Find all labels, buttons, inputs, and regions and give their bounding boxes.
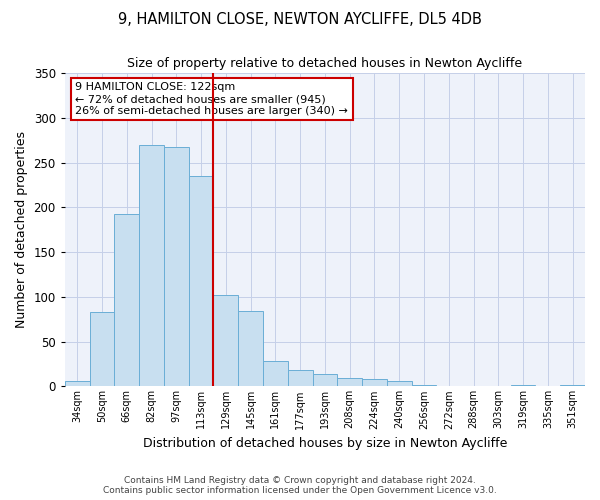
X-axis label: Distribution of detached houses by size in Newton Aycliffe: Distribution of detached houses by size … xyxy=(143,437,507,450)
Bar xyxy=(188,176,214,386)
Bar xyxy=(337,378,362,386)
Bar xyxy=(214,295,238,386)
Bar xyxy=(511,384,535,386)
Bar xyxy=(362,379,387,386)
Title: Size of property relative to detached houses in Newton Aycliffe: Size of property relative to detached ho… xyxy=(127,58,523,70)
Bar xyxy=(560,384,585,386)
Bar xyxy=(412,384,436,386)
Bar xyxy=(139,144,164,386)
Bar xyxy=(313,374,337,386)
Bar xyxy=(263,362,288,386)
Bar xyxy=(65,381,89,386)
Text: 9, HAMILTON CLOSE, NEWTON AYCLIFFE, DL5 4DB: 9, HAMILTON CLOSE, NEWTON AYCLIFFE, DL5 … xyxy=(118,12,482,28)
Bar xyxy=(387,381,412,386)
Y-axis label: Number of detached properties: Number of detached properties xyxy=(15,131,28,328)
Bar xyxy=(164,148,188,386)
Text: Contains HM Land Registry data © Crown copyright and database right 2024.
Contai: Contains HM Land Registry data © Crown c… xyxy=(103,476,497,495)
Bar xyxy=(89,312,115,386)
Bar xyxy=(115,214,139,386)
Bar xyxy=(288,370,313,386)
Text: 9 HAMILTON CLOSE: 122sqm
← 72% of detached houses are smaller (945)
26% of semi-: 9 HAMILTON CLOSE: 122sqm ← 72% of detach… xyxy=(75,82,348,116)
Bar xyxy=(238,311,263,386)
